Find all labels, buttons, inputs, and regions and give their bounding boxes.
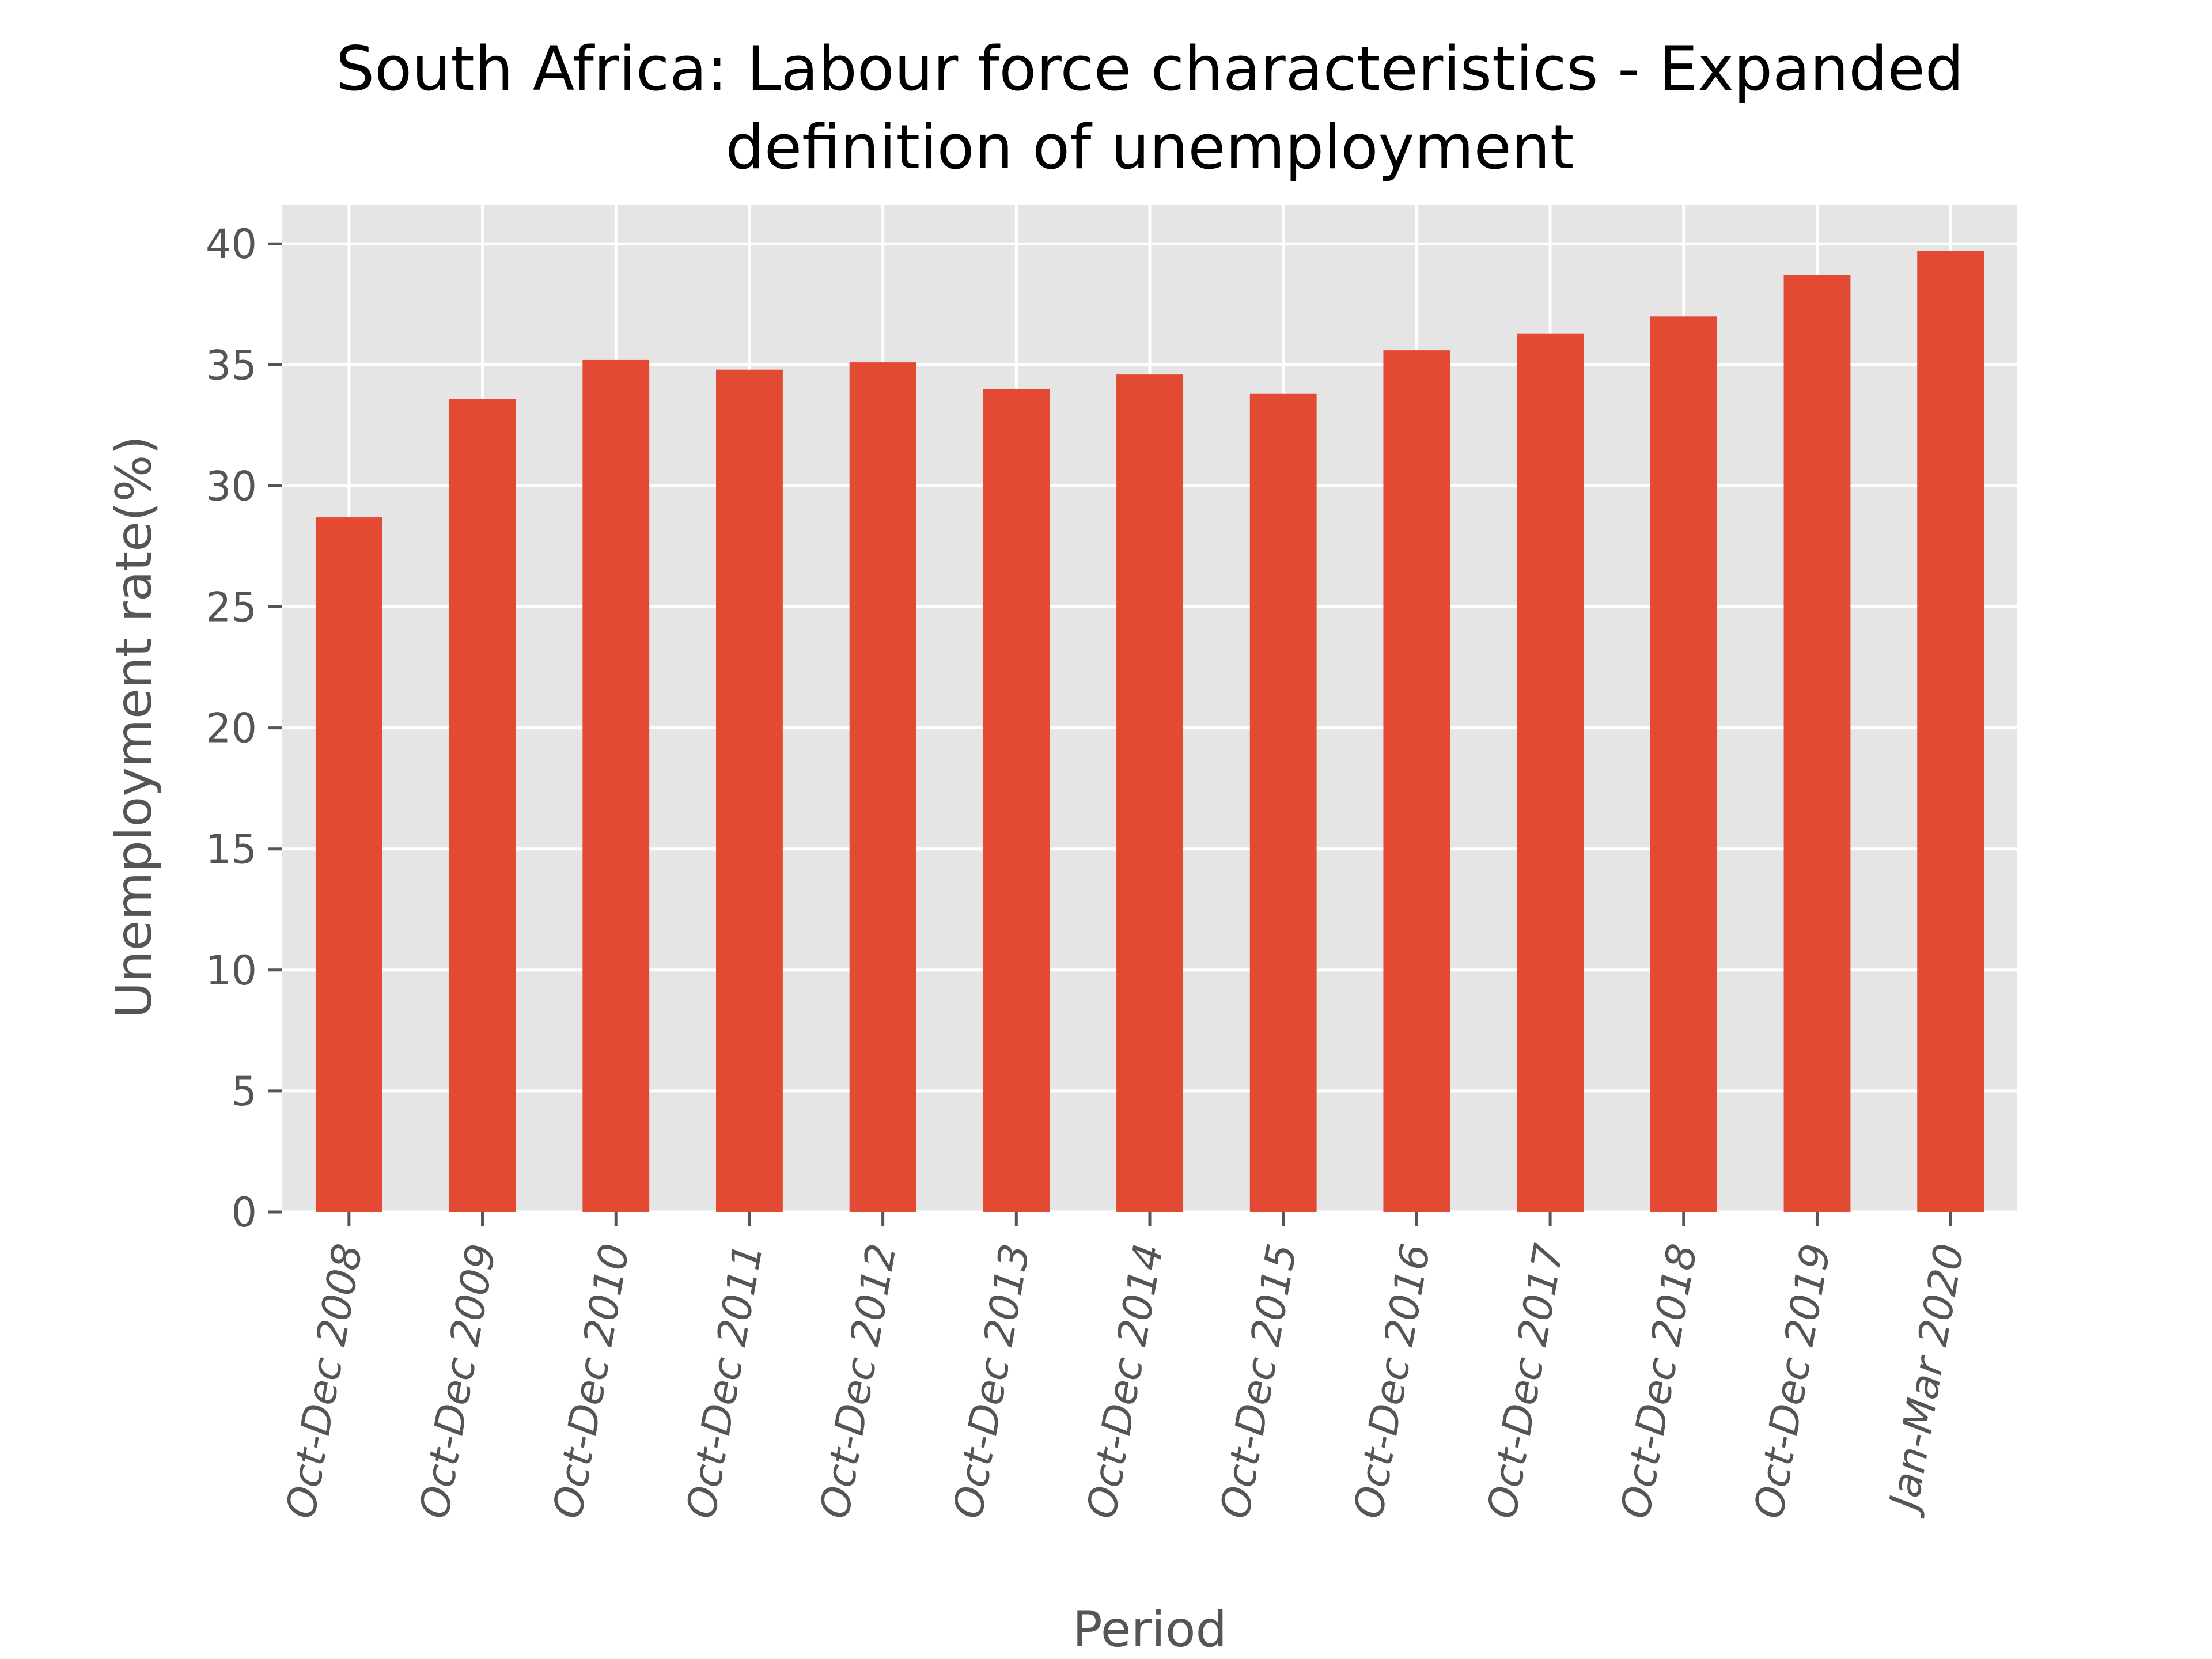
- x-tick-label: Oct-Dec 2013: [944, 1240, 1039, 1522]
- chart-title-line-1: South Africa: Labour force characteristi…: [336, 33, 1964, 104]
- x-axis-label: Period: [1073, 1601, 1227, 1658]
- y-axis-label: Unemployment rate(%): [105, 435, 163, 1018]
- y-tick-label: 40: [206, 221, 257, 268]
- x-tick-label: Oct-Dec 2016: [1344, 1240, 1439, 1522]
- bar: [716, 369, 783, 1213]
- bar: [449, 399, 516, 1213]
- bars: [315, 251, 1984, 1213]
- bar: [1249, 393, 1317, 1212]
- y-axis-ticks: 0 5 10 15 20 25 30 35 40: [206, 221, 282, 1236]
- bar: [1650, 316, 1717, 1212]
- y-tick-label: 10: [206, 947, 257, 994]
- bar: [849, 362, 916, 1212]
- x-tick-label: Jan-Mar 2020: [1879, 1240, 1974, 1520]
- x-tick-label: Oct-Dec 2015: [1211, 1240, 1306, 1522]
- y-tick-label: 35: [206, 342, 257, 389]
- chart-title-line-2: definition of unemployment: [726, 112, 1574, 183]
- bar: [315, 517, 382, 1212]
- x-tick-label: Oct-Dec 2012: [810, 1240, 905, 1522]
- x-tick-label: Oct-Dec 2018: [1612, 1240, 1706, 1522]
- x-tick-label: Oct-Dec 2011: [677, 1240, 772, 1522]
- x-tick-label: Oct-Dec 2009: [410, 1240, 505, 1522]
- y-tick-label: 20: [206, 705, 257, 752]
- y-tick-label: 5: [231, 1068, 257, 1115]
- x-tick-label: Oct-Dec 2017: [1478, 1240, 1573, 1522]
- bar: [1383, 350, 1450, 1212]
- x-tick-label: Oct-Dec 2008: [277, 1240, 372, 1522]
- y-tick-label: 0: [231, 1189, 257, 1236]
- x-tick-label: Oct-Dec 2010: [544, 1240, 638, 1522]
- bar: [983, 389, 1050, 1212]
- x-tick-label: Oct-Dec 2019: [1745, 1240, 1839, 1522]
- bar: [1116, 374, 1183, 1212]
- bar: [1917, 251, 1984, 1212]
- bar: [1783, 275, 1851, 1213]
- y-tick-label: 15: [206, 826, 257, 873]
- y-tick-label: 30: [206, 463, 257, 510]
- x-tick-label: Oct-Dec 2014: [1078, 1240, 1172, 1522]
- bar: [1517, 333, 1584, 1212]
- bar: [582, 359, 650, 1212]
- x-axis-ticks: Oct-Dec 2008 Oct-Dec 2009 Oct-Dec 2010 Oct-…: [277, 1212, 1974, 1522]
- y-tick-label: 25: [206, 584, 257, 631]
